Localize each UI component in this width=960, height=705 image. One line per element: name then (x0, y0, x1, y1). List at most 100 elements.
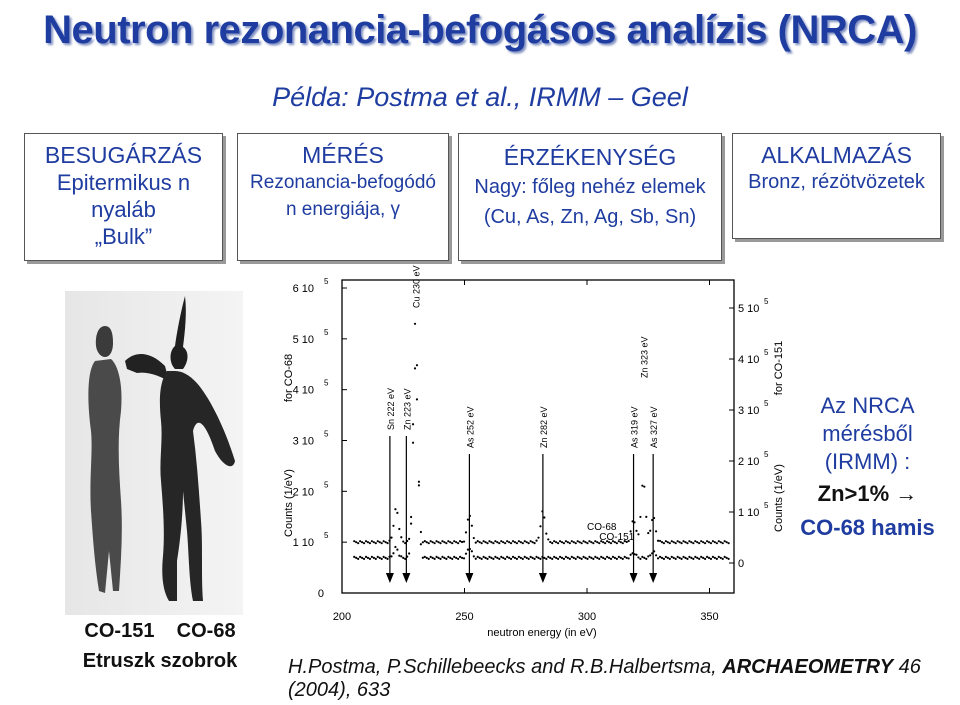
series-0-point-55 (460, 556, 464, 559)
series-1-point-3 (359, 540, 362, 543)
series-1-point-35 (421, 541, 424, 544)
series-0-point-73 (496, 556, 499, 559)
series-1-point-169 (684, 541, 687, 544)
series-0-point-105 (558, 555, 562, 558)
x-tick-label-3: 350 (700, 611, 718, 623)
series-0-point-169 (684, 556, 687, 559)
series-0-point-65 (480, 557, 483, 560)
statue-caption: Etruszk szobrok (82, 650, 238, 672)
series-0-point-124 (596, 556, 599, 559)
box-alkalmazas: ALKALMAZÁS Bronz, rézötvözetek (732, 133, 941, 239)
series-0-point-119 (586, 557, 589, 560)
series-0-point-83 (515, 557, 519, 560)
series-1-point-104 (556, 542, 560, 545)
note-hamis: CO-68 hamis (800, 515, 935, 540)
series-0-point-0 (353, 555, 356, 558)
series-1-point-93 (535, 539, 538, 542)
series-1-point-33 (417, 484, 421, 487)
nrca-conclusion: Az NRCA mérésből (IRMM) : Zn>1% → CO-68 … (785, 392, 950, 542)
series-0-point-87 (523, 555, 526, 558)
series-1-point-12 (376, 540, 379, 543)
series-1-point-114 (576, 540, 579, 543)
series-1-point-28 (408, 537, 411, 541)
series-0-point-7 (366, 556, 370, 559)
series-1-point-6 (364, 540, 368, 543)
series-0-point-11 (374, 557, 377, 560)
series-0-point-54 (458, 555, 462, 558)
left-tick-exp-1: 5 (324, 531, 329, 540)
series-1-point-94 (537, 536, 540, 539)
series-1-point-134 (615, 542, 618, 545)
right-tick-label-5: 5 10 (738, 303, 759, 315)
series-1-point-129 (605, 540, 609, 543)
series-1-point-165 (676, 540, 679, 543)
series-1-point-4 (360, 541, 364, 544)
series-1-point-137 (621, 542, 624, 545)
left-tick-exp-3: 5 (324, 430, 329, 439)
series-0-point-16 (384, 556, 387, 559)
left-tick-label-6: 6 10 (293, 283, 314, 295)
series-0-point-115 (578, 556, 581, 559)
series-1-point-120 (588, 540, 591, 543)
x-tick-label-2: 300 (578, 611, 596, 623)
series-0-point-149 (645, 557, 648, 560)
series-1-point-41 (433, 542, 436, 545)
page-title: Neutron rezonancia-befogásos analízis (N… (43, 8, 917, 52)
series-0-point-139 (625, 556, 628, 559)
series-0-point-100 (549, 556, 552, 559)
series-0-point-158 (662, 557, 666, 560)
series-0-point-21 (394, 545, 397, 549)
series-1-point-145 (637, 533, 640, 536)
series-0-point-78 (506, 555, 509, 558)
series-0-point-121 (590, 556, 593, 559)
series-1-point-54 (458, 540, 462, 543)
series-1-point-116 (580, 542, 583, 545)
box-alkalmazas-line1: Bronz, rézötvözetek (748, 171, 925, 193)
left-tick-exp-4: 5 (324, 379, 329, 388)
series-0-point-23 (398, 554, 401, 557)
series-1-point-13 (378, 541, 381, 544)
right-tick-label-3: 3 10 (738, 405, 759, 417)
series-1-point-191 (727, 542, 730, 545)
series-0-point-61 (472, 555, 475, 558)
series-1-point-99 (547, 538, 550, 541)
series-0-point-20 (392, 552, 395, 555)
right-tick-label-4: 4 10 (738, 354, 759, 366)
series-0-point-12 (376, 555, 379, 558)
series-1-point-103 (555, 541, 558, 544)
series-1-point-188 (721, 542, 724, 545)
series-1-point-39 (429, 540, 432, 543)
series-1-point-102 (553, 540, 556, 543)
left-tick-exp-5: 5 (324, 328, 329, 337)
series-0-point-140 (627, 557, 630, 560)
series-1-point-88 (525, 541, 528, 544)
series-1-point-182 (709, 542, 713, 545)
left-tick-label-1: 1 10 (293, 537, 314, 549)
x-axis-label: neutron energy (in eV) (487, 627, 596, 639)
series-1-point-166 (678, 541, 681, 544)
series-1-point-125 (598, 542, 601, 545)
series-1-point-64 (478, 541, 481, 544)
series-0-point-160 (666, 556, 669, 559)
series-1-point-156 (658, 539, 662, 543)
right-tick-exp-4: 5 (764, 348, 769, 357)
annotation-label-5: As 319 eV (630, 406, 640, 448)
series-1-point-123 (594, 540, 597, 543)
series-1-point-15 (382, 540, 385, 543)
series-0-point-108 (564, 555, 568, 558)
series-0-point-188 (721, 557, 724, 560)
series-0-point-180 (705, 555, 709, 558)
series-1-point-42 (435, 540, 438, 543)
series-1-point-170 (686, 542, 689, 545)
series-1-point-83 (515, 542, 519, 545)
series-label-0: CO-151 (599, 532, 634, 543)
series-0-point-62 (474, 557, 477, 560)
box-erzekenyseg-line1: Nagy: főleg nehéz elemek (474, 176, 706, 198)
series-1-point-122 (592, 542, 595, 545)
series-0-point-189 (723, 555, 726, 558)
series-1-point-24 (400, 536, 403, 539)
series-0-point-110 (568, 557, 571, 560)
series-1-point-101 (551, 542, 554, 545)
annotation-label-7: As 327 eV (649, 406, 659, 448)
series-1-point-74 (498, 542, 501, 545)
